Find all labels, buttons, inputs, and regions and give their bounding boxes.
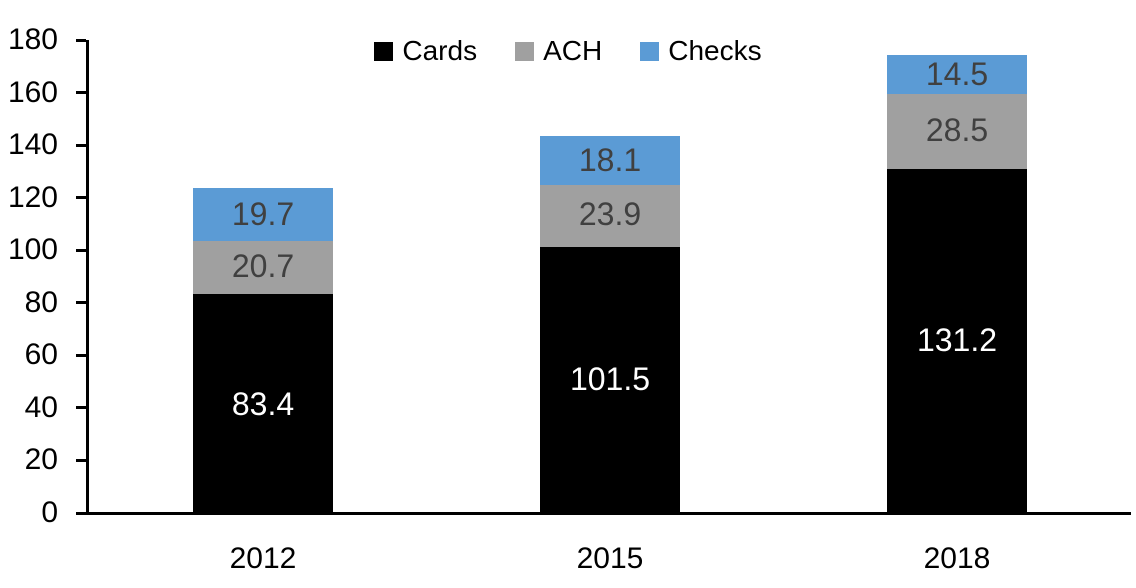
bar-segment-checks-2012: 19.7 (193, 188, 333, 241)
legend-item-ach: ACH (515, 36, 602, 66)
bar-value-label-checks-2018: 14.5 (925, 56, 989, 92)
y-axis-tick-label: 120 (7, 181, 58, 214)
y-axis-tick-label: 40 (24, 391, 58, 424)
bar-value-label-cards-2015: 101.5 (569, 361, 651, 397)
bar-value-label-ach-2015: 23.9 (578, 196, 642, 232)
y-tick-mark (76, 91, 86, 94)
y-tick-mark (76, 512, 86, 515)
y-axis-tick-label: 140 (7, 128, 58, 161)
y-axis-line (86, 40, 89, 515)
bar-value-label-checks-2012: 19.7 (231, 196, 295, 232)
bar-segment-ach-2012: 20.7 (193, 239, 333, 294)
y-tick-mark (76, 144, 86, 147)
legend-label-cards: Cards (402, 35, 478, 66)
bar-segment-checks-2018: 14.5 (887, 55, 1027, 94)
y-tick-mark (76, 406, 86, 409)
cards-swatch-icon (374, 41, 394, 61)
bar-segment-cards-2012: 83.4 (193, 294, 333, 514)
y-tick-mark (76, 249, 86, 252)
y-tick-mark (76, 459, 86, 462)
bar-segment-ach-2018: 28.5 (887, 93, 1027, 169)
x-axis-tick-label-2018: 2018 (923, 542, 991, 575)
y-axis-tick-label: 0 (41, 496, 58, 529)
bar-segment-checks-2015: 18.1 (540, 136, 680, 185)
x-axis-tick-label-2012: 2012 (229, 542, 297, 575)
bar-value-label-cards-2018: 131.2 (916, 322, 998, 358)
legend-item-checks: Checks (640, 35, 762, 66)
bar-segment-cards-2018: 131.2 (887, 168, 1027, 514)
x-axis-tick-label-2015: 2015 (576, 542, 644, 575)
y-axis-tick-label: 100 (7, 233, 58, 266)
bar-value-label-ach-2012: 20.7 (231, 248, 295, 284)
y-axis-tick-label: 20 (24, 443, 58, 476)
y-axis-tick-label: 180 (7, 23, 58, 56)
y-axis-tick-label: 160 (7, 76, 58, 109)
y-axis-tick-label: 80 (24, 286, 58, 319)
y-tick-mark (76, 196, 86, 199)
y-tick-mark (76, 301, 86, 304)
legend-label-ach: ACH (543, 35, 603, 66)
ach-swatch-icon (515, 41, 535, 61)
checks-swatch-icon (640, 41, 660, 61)
bar-segment-cards-2015: 101.5 (540, 246, 680, 514)
legend-label-checks: Checks (668, 35, 762, 66)
legend-item-cards: Cards (374, 36, 477, 66)
bar-segment-ach-2015: 23.9 (540, 183, 680, 247)
bar-value-label-ach-2018: 28.5 (925, 112, 989, 148)
bar-value-label-cards-2012: 83.4 (231, 386, 295, 422)
bar-value-label-checks-2015: 18.1 (578, 142, 642, 178)
y-tick-mark (76, 354, 86, 357)
legend: Cards ACH Checks (0, 36, 1136, 66)
y-tick-mark (76, 39, 86, 42)
y-axis-tick-label: 60 (24, 338, 58, 371)
